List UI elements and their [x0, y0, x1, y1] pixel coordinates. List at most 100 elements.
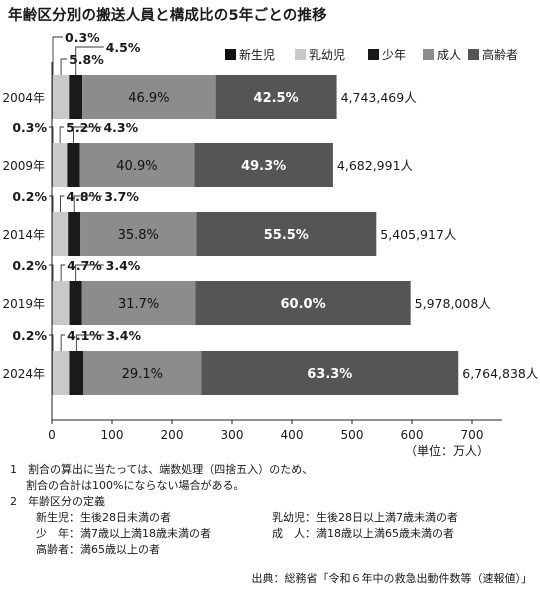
- leader-line: [59, 195, 65, 212]
- bar-segment: [52, 143, 68, 187]
- leader-line: [60, 264, 66, 281]
- data-label: 4.5%: [106, 40, 141, 55]
- data-label: 40.9%: [116, 159, 157, 174]
- data-label: 60.0%: [281, 297, 326, 312]
- bar-segment: [215, 75, 337, 119]
- category-label: 2019年: [2, 297, 45, 311]
- bar-segment: [52, 212, 69, 256]
- bar-segment: [194, 143, 333, 187]
- data-label: 0.2%: [12, 189, 47, 204]
- note-line-2: 割合の合計は100%にならない場合がある。: [26, 479, 245, 492]
- bar-segment: [52, 75, 70, 119]
- category-label: 2004年: [2, 91, 45, 105]
- definition-adult: 成 人：満18歳以上満65歳未満の者: [272, 527, 454, 540]
- bar-segment: [196, 212, 377, 256]
- legend-swatch: [368, 49, 379, 60]
- leader-line: [73, 195, 103, 212]
- total-label: 5,978,008人: [415, 296, 492, 311]
- bar-segment: [69, 281, 82, 325]
- bar-segment: [67, 143, 80, 187]
- category-label: 2009年: [2, 159, 45, 173]
- chart-title: 年齢区分別の搬送人員と構成比の5年ごとの推移: [8, 8, 327, 24]
- data-label: 46.9%: [128, 91, 169, 106]
- data-label: 0.3%: [12, 120, 47, 135]
- legend-label: 乳幼児: [309, 48, 345, 62]
- leader-line: [49, 334, 54, 351]
- total-label: 4,743,469人: [341, 90, 418, 105]
- bar-segment: [52, 281, 70, 325]
- total-label: 4,682,991人: [337, 158, 414, 173]
- data-label: 4.3%: [103, 120, 138, 135]
- legend-swatch: [295, 49, 306, 60]
- definition-row: 高齢者：満65歳以上の者: [10, 542, 535, 558]
- data-label: 4.8%: [66, 189, 101, 204]
- bar-segment: [52, 351, 70, 395]
- legend-label: 成人: [437, 48, 461, 62]
- leader-line: [49, 126, 54, 143]
- bar-segment: [82, 75, 216, 119]
- data-label: 55.5%: [264, 228, 309, 243]
- leader-line: [52, 36, 63, 75]
- bar-segment: [83, 351, 202, 395]
- x-tick-label: 400: [281, 428, 304, 442]
- bar-segment: [68, 212, 81, 256]
- bar-chart: 新生児 乳幼児 少年 成人 高齢者 2004年 46.9% 42.5% 4,743,469人 0.…: [2, 30, 539, 442]
- definition-row: 少 年：満7歳以上満18歳未満の者 成 人：満18歳以上満65歳未満の者: [10, 526, 535, 542]
- legend-swatch: [423, 49, 434, 60]
- leader-line: [75, 334, 105, 351]
- total-label: 5,405,917人: [380, 227, 457, 242]
- data-label: 3.4%: [106, 258, 141, 273]
- legend-label: 少年: [382, 48, 406, 62]
- data-label: 42.5%: [254, 91, 299, 106]
- category-label: 2014年: [2, 228, 45, 242]
- bar-segment: [69, 351, 84, 395]
- leader-line: [75, 264, 104, 281]
- definition-row: 新生児：生後28日未満の者 乳幼児：生後28日以上満7歳未満の者: [10, 510, 535, 526]
- unit-label: （単位：万人）: [405, 444, 490, 458]
- bar-segment: [80, 212, 197, 256]
- legend-label: 新生児: [239, 47, 275, 62]
- data-label: 29.1%: [122, 367, 163, 382]
- data-label: 31.7%: [118, 297, 159, 312]
- x-tick-label: 700: [461, 428, 484, 442]
- leader-line: [60, 334, 66, 351]
- leader-line: [60, 58, 68, 75]
- data-label: 5.2%: [66, 120, 101, 135]
- note-line-1: 1 割合の算出に当たっては、端数処理（四捨五入）のため、: [10, 463, 314, 476]
- x-tick-label: 100: [101, 428, 124, 442]
- legend-swatch: [225, 49, 236, 60]
- definition-infant: 乳幼児：生後28日以上満7歳未満の者: [272, 511, 458, 524]
- data-label: 63.3%: [307, 367, 352, 382]
- leader-line: [49, 264, 54, 281]
- data-label: 4.1%: [67, 328, 102, 343]
- x-tick-label: 200: [161, 428, 184, 442]
- notes: 1 割合の算出に当たっては、端数処理（四捨五入）のため、 割合の合計は100%に…: [10, 462, 535, 558]
- x-tick-label: 300: [221, 428, 244, 442]
- legend-label: 高齢者: [482, 47, 518, 62]
- bar-segment: [195, 281, 411, 325]
- leader-line: [75, 46, 104, 75]
- leader-line: [72, 126, 102, 143]
- x-tick-label: 0: [48, 428, 56, 442]
- data-label: 0.2%: [12, 258, 47, 273]
- source-credit: 出典：総務省「令和６年中の救急出動件数等（速報値）」: [251, 572, 533, 585]
- x-tick-label: 600: [401, 428, 424, 442]
- data-label: 0.2%: [12, 328, 47, 343]
- definition-newborn: 新生児：生後28日未満の者: [36, 511, 171, 524]
- leader-line: [49, 195, 54, 212]
- total-label: 6,764,838人: [462, 366, 539, 381]
- data-label: 49.3%: [241, 159, 286, 174]
- data-label: 3.4%: [106, 328, 141, 343]
- data-label: 3.7%: [104, 189, 139, 204]
- definition-elderly: 高齢者：満65歳以上の者: [36, 543, 160, 556]
- category-label: 2024年: [2, 367, 45, 381]
- bar-segment: [201, 351, 459, 395]
- data-label: 4.7%: [67, 258, 102, 273]
- bar-segment: [81, 281, 196, 325]
- legend-swatch: [468, 49, 479, 60]
- data-label: 5.8%: [69, 52, 104, 67]
- note-line-3: 2 年齢区分の定義: [10, 495, 105, 508]
- bar-segment: [69, 75, 83, 119]
- definition-youth: 少 年：満7歳以上満18歳未満の者: [36, 527, 211, 540]
- data-label: 0.3%: [65, 30, 100, 45]
